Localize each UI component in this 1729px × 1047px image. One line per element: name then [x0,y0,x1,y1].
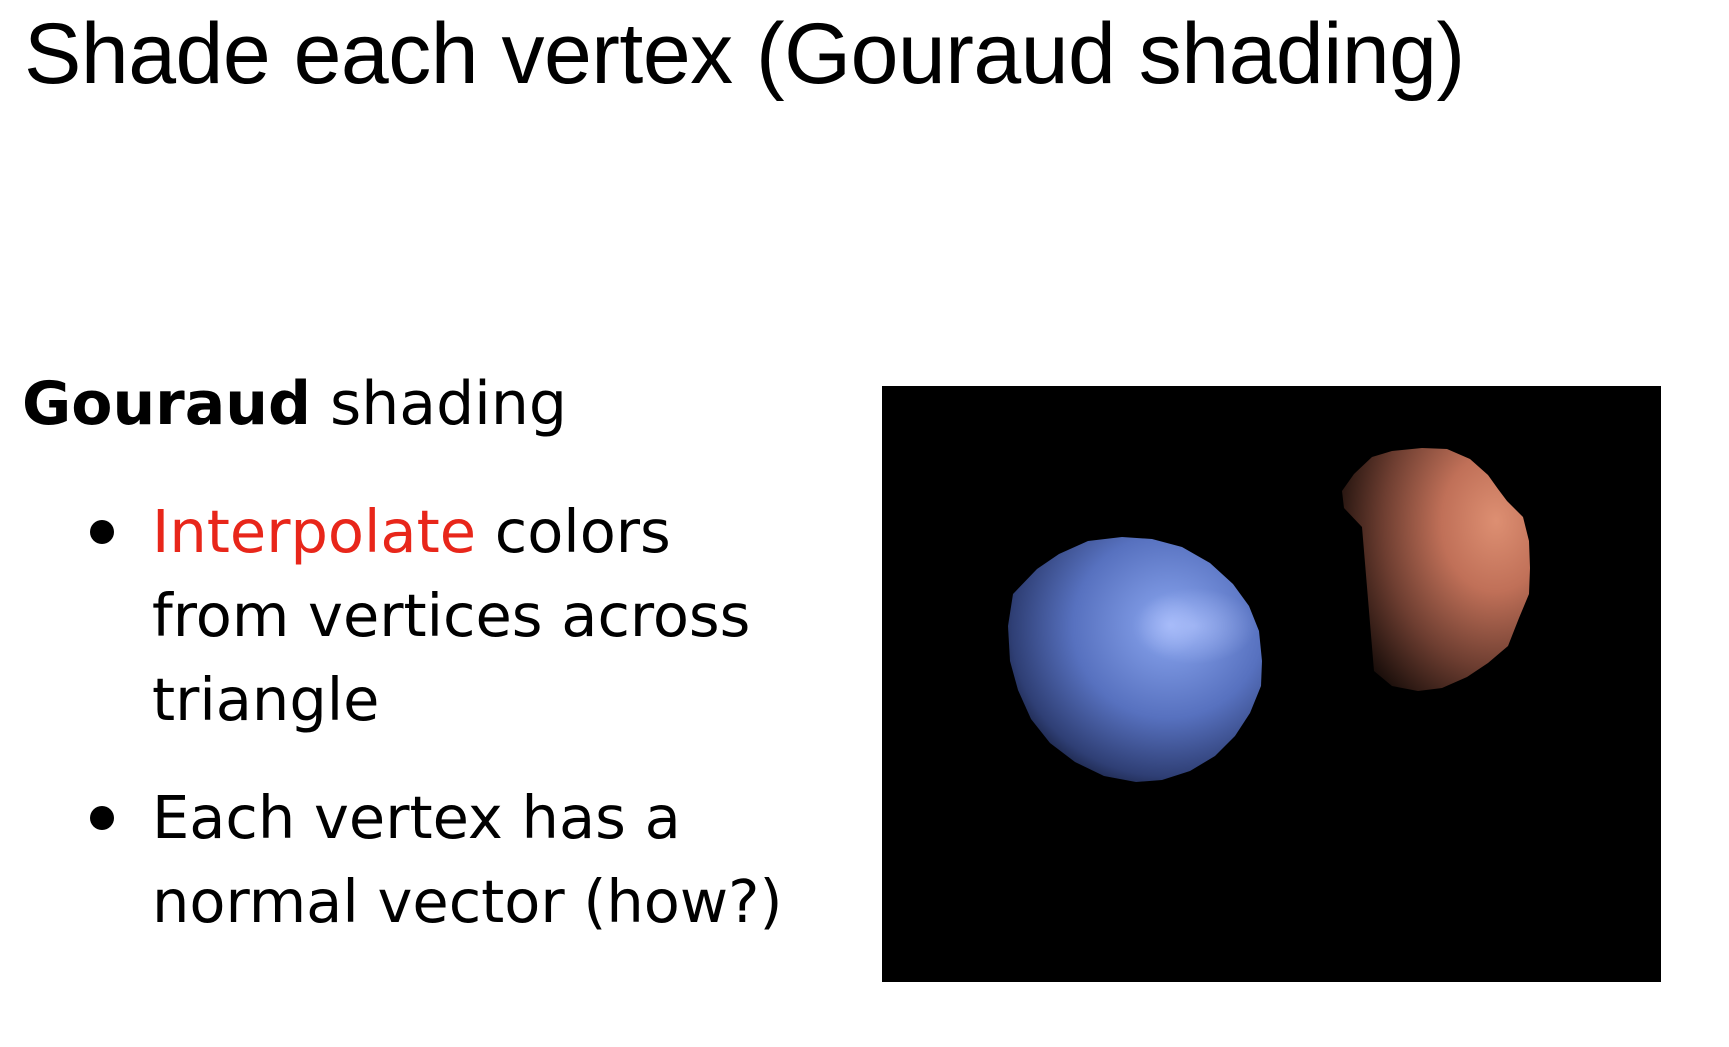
section-heading-rest: shading [310,369,567,439]
bullet-body-text: Each vertex has a normal vector (how?) [152,783,783,936]
bullet-item-normal-vector: Each vertex has a normal vector (how?) [86,776,806,944]
bullet-body-text: colors from vertices across triangle [152,497,751,734]
bullet-dot-icon [90,806,114,830]
section-heading: Gouraud shading [22,364,567,444]
blue-sphere [1008,537,1262,782]
bullet-dot-icon [90,520,114,544]
slide-title: Shade each vertex (Gouraud shading) [24,6,1465,102]
bullet-item-interpolate: Interpolate colors from vertices across … [86,490,806,742]
bullet-list: Interpolate colors from vertices across … [86,490,806,978]
orange-sphere [1342,448,1530,691]
bullet-highlight-text: Interpolate [152,497,477,566]
section-heading-bold: Gouraud [22,369,311,439]
specular-highlight [1132,588,1256,664]
gouraud-render-image [882,386,1661,982]
gouraud-spheres-illustration [1008,448,1530,782]
